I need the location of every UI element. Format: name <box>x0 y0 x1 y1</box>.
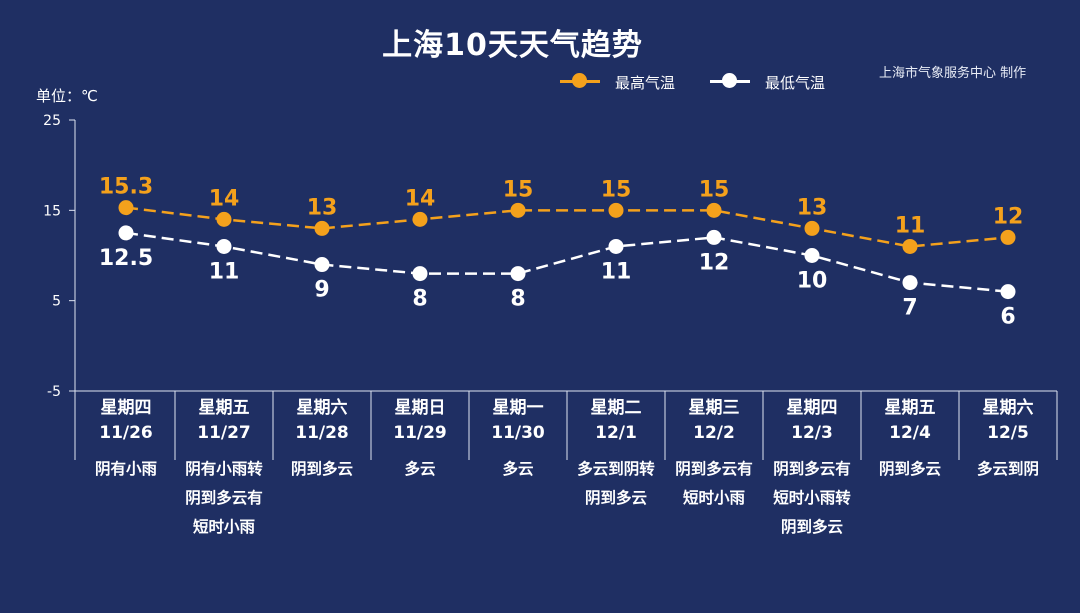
data-label-high: 14 <box>209 186 240 211</box>
data-label-high: 13 <box>797 195 828 220</box>
data-label-low: 7 <box>902 296 917 321</box>
day-weekday: 星期日 <box>394 398 446 418</box>
data-point-low <box>118 225 134 241</box>
y-tick-label: 15 <box>43 203 61 219</box>
day-date: 12/1 <box>595 423 637 443</box>
day-weather: 阴到多云有 短时小雨 <box>675 460 753 507</box>
day-weather: 多云到阴 <box>976 460 1039 478</box>
data-point-low <box>314 257 330 273</box>
data-point-low <box>804 248 820 263</box>
day-columns: 星期四 11/26 阴有小雨 星期五 11/27 阴有小雨转 阴到多云有 短时小雨 星期六 1… <box>77 393 1057 613</box>
day-date: 11/26 <box>99 423 153 443</box>
data-label-low: 8 <box>510 287 525 312</box>
day-column: 星期二 12/1 多云到阴转 阴到多云 <box>567 393 665 513</box>
day-weekday: 星期五 <box>884 398 936 418</box>
data-point-low <box>510 266 526 282</box>
day-column: 星期六 12/5 多云到阴 <box>959 393 1057 484</box>
day-column: 星期四 11/26 阴有小雨 <box>77 393 175 484</box>
day-date: 12/3 <box>791 423 833 443</box>
day-column: 星期日 11/29 多云 <box>371 393 469 484</box>
data-point-low <box>412 266 428 282</box>
chart-title: 上海10天天气趋势 <box>382 28 643 63</box>
day-weekday: 星期四 <box>100 398 152 418</box>
legend-label-high: 最高气温 <box>615 74 676 92</box>
data-label-low: 11 <box>601 259 632 284</box>
day-weather: 多云到阴转 阴到多云 <box>577 460 655 507</box>
data-point-low <box>706 229 722 245</box>
day-column: 星期一 11/30 多云 <box>469 393 567 484</box>
y-tick-label: -5 <box>47 384 61 400</box>
data-label-high: 11 <box>895 213 926 238</box>
data-point-high <box>118 200 134 216</box>
data-point-high <box>510 202 526 218</box>
data-label-low: 11 <box>209 259 240 284</box>
day-weather: 阴有小雨 <box>94 460 157 478</box>
day-weather: 阴到多云 <box>878 460 941 478</box>
data-label-low: 9 <box>314 278 329 303</box>
data-point-low <box>608 238 624 254</box>
data-point-high <box>706 202 722 218</box>
series-line-high <box>125 206 1009 248</box>
data-label-low: 6 <box>1000 305 1015 330</box>
day-column: 星期六 11/28 阴到多云 <box>273 393 371 484</box>
data-label-high: 15 <box>699 177 730 202</box>
legend-label-low: 最低气温 <box>765 74 826 92</box>
day-weather: 阴有小雨转 阴到多云有 短时小雨 <box>185 460 263 536</box>
day-date: 12/2 <box>693 423 735 443</box>
data-point-high <box>216 211 232 227</box>
data-label-low: 10 <box>797 269 828 294</box>
data-label-low: 12 <box>699 250 730 275</box>
day-column: 星期五 12/4 阴到多云 <box>861 393 959 484</box>
day-date: 11/27 <box>197 423 251 443</box>
data-label-high: 15 <box>601 177 632 202</box>
day-weekday: 星期六 <box>296 398 348 418</box>
unit-label: 单位：℃ <box>36 87 98 105</box>
data-point-high <box>902 238 918 254</box>
day-date: 11/29 <box>393 423 447 443</box>
series-line-low <box>125 231 1009 293</box>
day-weekday: 星期二 <box>590 398 642 418</box>
day-date: 12/4 <box>889 423 931 443</box>
day-date: 11/30 <box>491 423 545 443</box>
data-point-low <box>902 275 918 291</box>
data-label-high: 14 <box>405 186 436 211</box>
data-point-high <box>314 220 330 236</box>
data-point-high <box>1000 229 1016 245</box>
day-weekday: 星期五 <box>198 398 250 418</box>
data-label-high: 15.3 <box>99 175 153 200</box>
data-label-low: 12.5 <box>99 246 153 271</box>
day-weather: 阴到多云 <box>290 460 353 478</box>
data-label-low: 8 <box>412 287 427 312</box>
day-column: 星期三 12/2 阴到多云有 短时小雨 <box>665 393 763 513</box>
data-point-high <box>412 211 428 227</box>
data-label-high: 13 <box>307 195 338 220</box>
day-column: 星期四 12/3 阴到多云有 短时小雨转 阴到多云 <box>763 393 861 542</box>
credit-text: 上海市气象服务中心 制作 <box>879 66 1027 81</box>
y-tick-label: 5 <box>52 294 61 310</box>
day-weekday: 星期三 <box>688 398 740 418</box>
data-point-low <box>1000 284 1016 300</box>
day-weekday: 星期一 <box>492 398 544 418</box>
day-date: 11/28 <box>295 423 349 443</box>
day-weekday: 星期六 <box>982 398 1034 418</box>
data-label-high: 12 <box>993 204 1024 229</box>
legend-marker-high <box>572 73 587 88</box>
day-column: 星期五 11/27 阴有小雨转 阴到多云有 短时小雨 <box>175 393 273 542</box>
data-point-high <box>608 202 624 218</box>
y-tick-label: 25 <box>43 113 61 129</box>
data-point-high <box>804 220 820 236</box>
day-weather: 阴到多云有 短时小雨转 阴到多云 <box>773 460 851 536</box>
data-label-high: 15 <box>503 177 534 202</box>
data-point-low <box>216 238 232 254</box>
day-weather: 多云 <box>502 460 534 478</box>
day-weather: 多云 <box>404 460 436 478</box>
legend-marker-low <box>722 73 737 88</box>
day-weekday: 星期四 <box>786 398 838 418</box>
day-date: 12/5 <box>987 423 1029 443</box>
